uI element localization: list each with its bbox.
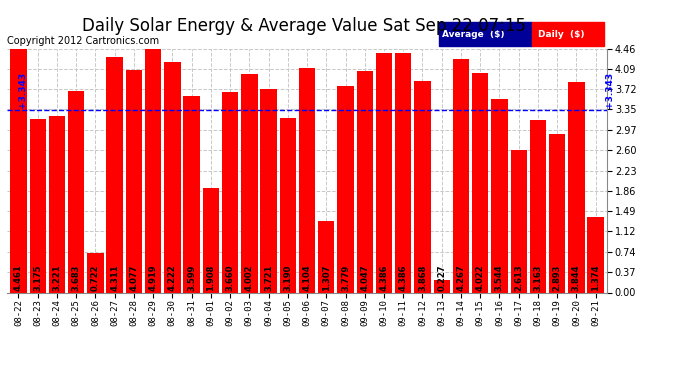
- Text: 4.386: 4.386: [380, 265, 388, 291]
- Text: Daily  ($): Daily ($): [538, 30, 584, 39]
- Bar: [433, 280, 450, 292]
- Bar: [10, 49, 27, 292]
- Bar: [530, 120, 546, 292]
- Bar: [222, 93, 238, 292]
- Text: 0.227: 0.227: [437, 265, 446, 291]
- Text: 3.221: 3.221: [52, 265, 61, 291]
- Bar: [164, 62, 181, 292]
- Bar: [549, 134, 565, 292]
- Bar: [337, 86, 354, 292]
- Text: 1.374: 1.374: [591, 265, 600, 291]
- Text: 3.660: 3.660: [226, 265, 235, 291]
- Bar: [376, 53, 392, 292]
- Text: Average  ($): Average ($): [442, 30, 504, 39]
- Bar: [260, 89, 277, 292]
- Bar: [511, 150, 527, 292]
- Text: 4.386: 4.386: [399, 265, 408, 291]
- Bar: [453, 59, 469, 292]
- Text: +3.343: +3.343: [19, 72, 28, 108]
- FancyBboxPatch shape: [532, 22, 604, 46]
- Text: 2.893: 2.893: [553, 265, 562, 291]
- Text: 1.908: 1.908: [206, 265, 215, 291]
- Bar: [241, 74, 257, 292]
- Text: +3.343: +3.343: [605, 72, 614, 108]
- Bar: [299, 68, 315, 292]
- Bar: [357, 71, 373, 292]
- Text: 3.599: 3.599: [187, 265, 196, 291]
- Text: 3.868: 3.868: [418, 265, 427, 291]
- Text: Daily Solar Energy & Average Value Sat Sep 22 07:15: Daily Solar Energy & Average Value Sat S…: [81, 17, 526, 35]
- Text: 4.311: 4.311: [110, 265, 119, 291]
- Bar: [87, 253, 104, 292]
- Text: 4.002: 4.002: [245, 265, 254, 291]
- Text: 4.047: 4.047: [360, 265, 369, 291]
- Text: 2.613: 2.613: [514, 265, 523, 291]
- FancyBboxPatch shape: [439, 22, 532, 46]
- Text: 4.267: 4.267: [457, 265, 466, 291]
- Bar: [491, 99, 508, 292]
- Text: 1.307: 1.307: [322, 265, 331, 291]
- Bar: [414, 81, 431, 292]
- Text: 3.779: 3.779: [341, 265, 350, 291]
- Text: 3.175: 3.175: [33, 265, 42, 291]
- Text: 4.022: 4.022: [475, 265, 484, 291]
- Bar: [569, 82, 584, 292]
- Text: 4.919: 4.919: [148, 265, 157, 291]
- Text: 3.163: 3.163: [533, 265, 542, 291]
- Bar: [126, 70, 142, 292]
- Text: Copyright 2012 Cartronics.com: Copyright 2012 Cartronics.com: [7, 36, 159, 46]
- Bar: [279, 118, 296, 292]
- Bar: [145, 24, 161, 293]
- Text: 3.683: 3.683: [72, 265, 81, 291]
- Text: 3.544: 3.544: [495, 265, 504, 291]
- Text: 4.077: 4.077: [130, 265, 139, 291]
- Bar: [30, 119, 46, 292]
- Text: 3.844: 3.844: [572, 265, 581, 291]
- Bar: [203, 188, 219, 292]
- Bar: [184, 96, 200, 292]
- Bar: [49, 117, 65, 292]
- Bar: [472, 73, 489, 292]
- Text: 4.104: 4.104: [302, 265, 312, 291]
- Text: 3.721: 3.721: [264, 265, 273, 291]
- Text: 4.461: 4.461: [14, 265, 23, 291]
- Bar: [318, 221, 335, 292]
- Bar: [68, 91, 84, 292]
- Bar: [106, 57, 123, 292]
- Text: 4.222: 4.222: [168, 265, 177, 291]
- Bar: [395, 53, 411, 292]
- Text: 0.722: 0.722: [91, 265, 100, 291]
- Text: 3.190: 3.190: [284, 265, 293, 291]
- Bar: [587, 217, 604, 292]
